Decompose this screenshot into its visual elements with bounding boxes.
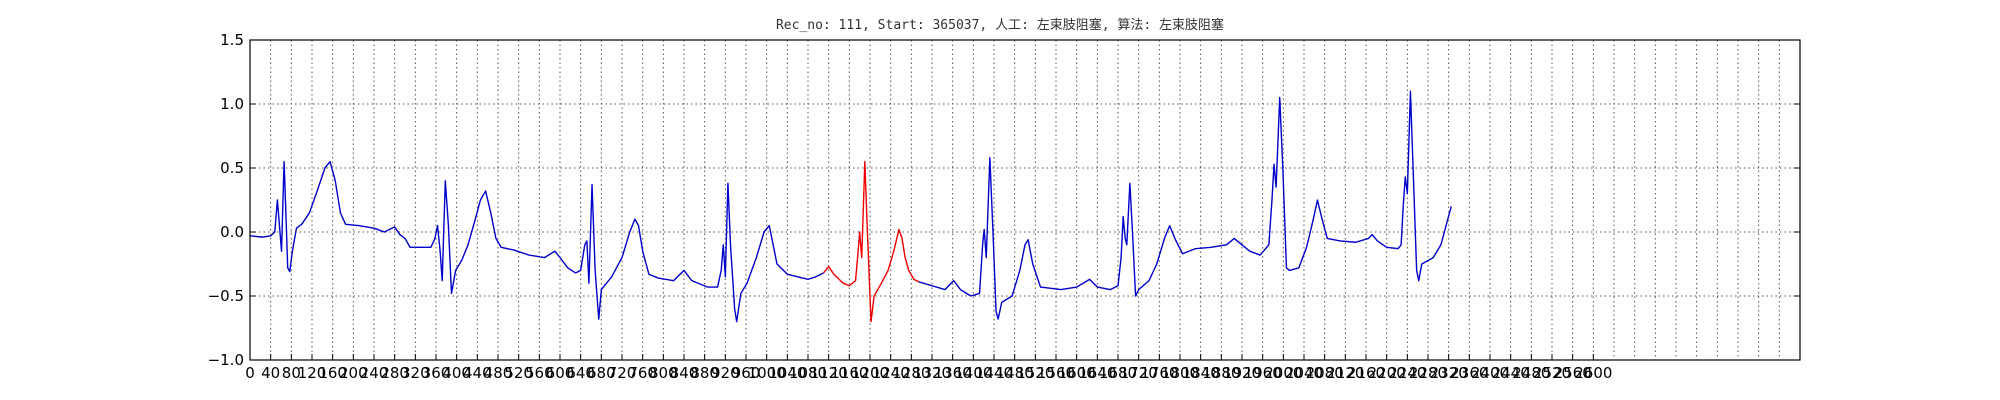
x-tick-label: 2160 [1347, 364, 1385, 382]
x-tick-label: 2560 [1554, 364, 1592, 382]
ecg-series-line-1 [249, 160, 824, 323]
x-tick-label: 1920 [1223, 364, 1261, 382]
x-tick-label: 520 [504, 364, 533, 382]
x-tick-label: 1040 [768, 364, 806, 382]
x-tick-label: 1000 [748, 364, 786, 382]
x-tick-label: 0 [245, 364, 255, 382]
y-tick-label: −0.5 [208, 287, 244, 305]
x-tick-label: 1760 [1140, 364, 1178, 382]
x-tick-label: 760 [628, 364, 657, 382]
series-layer [249, 90, 1452, 323]
x-tick-label: 920 [711, 364, 740, 382]
x-tick-label: 40 [261, 364, 280, 382]
x-tick-label: 1880 [1202, 364, 1240, 382]
x-tick-label: 2440 [1492, 364, 1530, 382]
x-tick-label: 2600 [1574, 364, 1612, 382]
x-tick-label: 800 [649, 364, 678, 382]
y-tick-label: −1.0 [208, 351, 244, 369]
x-tick-label: 1960 [1244, 364, 1282, 382]
y-tick-label: 0.5 [220, 159, 244, 177]
x-tick-label: 1480 [996, 364, 1034, 382]
x-tick-label: 280 [380, 364, 409, 382]
x-tick-label: 2080 [1306, 364, 1344, 382]
x-tick-label: 2280 [1409, 364, 1447, 382]
x-tick-label: 720 [608, 364, 637, 382]
y-tick-label: 0.0 [220, 223, 244, 241]
x-tick-label: 1640 [1078, 364, 1116, 382]
x-tick-label: 2000 [1264, 364, 1302, 382]
x-tick-label: 1720 [1120, 364, 1158, 382]
x-tick-label: 1400 [954, 364, 992, 382]
x-tick-label: 2320 [1430, 364, 1468, 382]
x-tick-label: 1800 [1161, 364, 1199, 382]
x-tick-label: 2240 [1388, 364, 1426, 382]
x-tick-label: 1320 [913, 364, 951, 382]
x-tick-label: 1280 [892, 364, 930, 382]
x-tick-label: 480 [484, 364, 513, 382]
x-tick-label: 1840 [1182, 364, 1220, 382]
x-tick-label: 1520 [1016, 364, 1054, 382]
x-tick-label: 80 [282, 364, 301, 382]
x-tick-label: 360 [422, 364, 451, 382]
y-tick-label: 1.0 [220, 95, 244, 113]
x-tick-label: 2040 [1285, 364, 1323, 382]
x-tick-label: 400 [442, 364, 471, 382]
x-axis: 0 40 8012016020024028032036040044048052056… [245, 354, 1612, 382]
x-tick-label: 2480 [1512, 364, 1550, 382]
ecg-series-line-3 [918, 90, 1452, 320]
x-tick-label: 640 [566, 364, 595, 382]
x-tick-label: 320 [401, 364, 430, 382]
x-tick-label: 440 [463, 364, 492, 382]
x-tick-label: 2120 [1326, 364, 1364, 382]
x-tick-label: 2520 [1533, 364, 1571, 382]
x-tick-label: 1360 [934, 364, 972, 382]
x-tick-label: 1440 [975, 364, 1013, 382]
x-tick-label: 1680 [1099, 364, 1137, 382]
x-tick-label: 2360 [1450, 364, 1488, 382]
x-tick-label: 960 [732, 364, 761, 382]
x-tick-label: 2400 [1471, 364, 1509, 382]
y-tick-label: 1.5 [220, 31, 244, 49]
y-axis: −1.0 −0.5 0.0 0.5 1.0 1.5 [208, 31, 1800, 369]
x-tick-label: 1080 [789, 364, 827, 382]
x-tick-label: 1600 [1058, 364, 1096, 382]
x-tick-label: 840 [670, 364, 699, 382]
plot-frame [249, 39, 1801, 361]
x-tick-label: 1120 [810, 364, 848, 382]
x-tick-label: 1200 [851, 364, 889, 382]
x-tick-label: 680 [587, 364, 616, 382]
x-tick-label: 1240 [872, 364, 910, 382]
x-tick-label: 560 [525, 364, 554, 382]
x-tick-label: 240 [360, 364, 389, 382]
x-tick-label: 200 [339, 364, 368, 382]
ecg-series-line-2 [822, 160, 920, 323]
chart-title: Rec_no: 111, Start: 365037, 人工: 左束肢阻塞, 算… [776, 17, 1224, 33]
x-tick-label: 1160 [830, 364, 868, 382]
x-tick-label: 1560 [1037, 364, 1075, 382]
x-tick-label: 120 [298, 364, 327, 382]
x-tick-label: 600 [546, 364, 575, 382]
x-tick-label: 160 [318, 364, 347, 382]
grid-layer [250, 40, 1800, 360]
x-tick-label: 880 [690, 364, 719, 382]
x-tick-label: 2200 [1368, 364, 1406, 382]
